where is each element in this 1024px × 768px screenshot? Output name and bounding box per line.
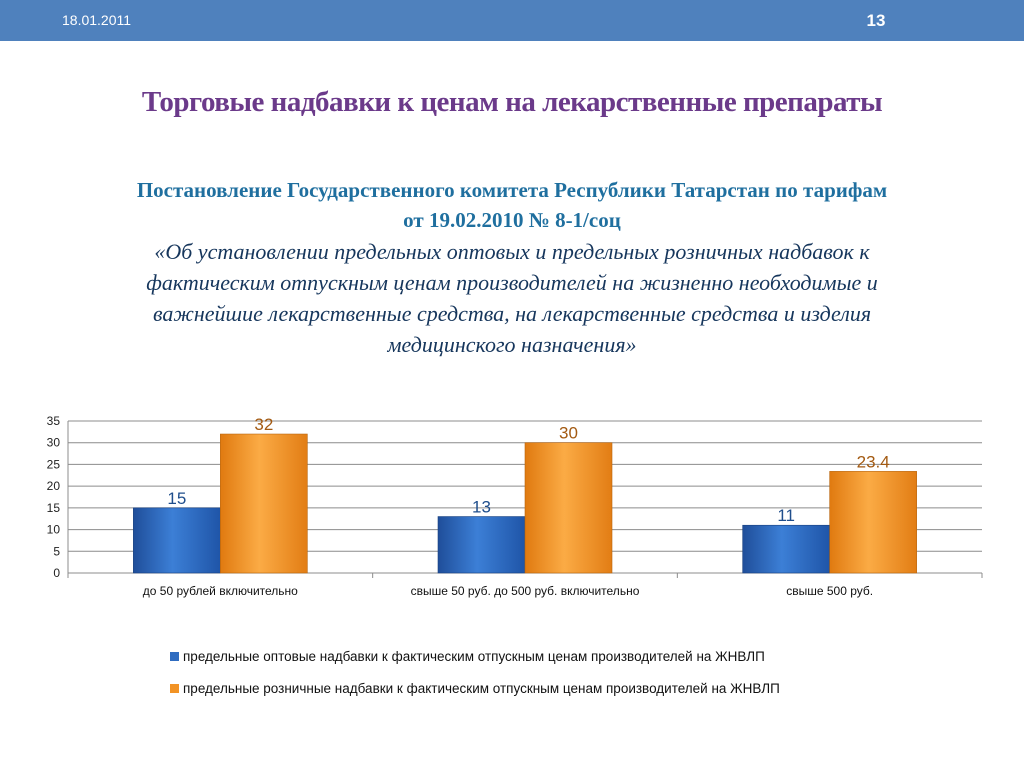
resolution-quote: «Об установлении предельных оптовых и пр… (60, 236, 964, 360)
y-tick-label: 15 (47, 501, 61, 515)
chart-bars (133, 433, 917, 574)
data-label-wholesale-1: 13 (472, 498, 491, 517)
legend-item-wholesale: предельные оптовые надбавки к фактически… (170, 649, 910, 664)
y-tick-label: 30 (47, 436, 61, 450)
resolution-line-1: Постановление Государственного комитета … (136, 178, 888, 202)
data-label-retail-1: 30 (559, 424, 578, 443)
legend-label-wholesale: предельные оптовые надбавки к фактически… (183, 649, 765, 664)
y-tick-label: 25 (47, 457, 61, 471)
y-tick-label: 35 (47, 414, 61, 428)
data-label-retail-0: 32 (254, 415, 273, 434)
data-label-retail-2: 23.4 (857, 452, 890, 471)
slide-date: 18.01.2011 (62, 12, 132, 28)
slide-title: Торговые надбавки к ценам на лекарственн… (141, 86, 883, 118)
page-number: 13 (866, 11, 886, 30)
data-labels: 15 32 13 30 11 23.4 (167, 415, 889, 525)
y-tick-label: 0 (53, 566, 60, 580)
resolution-heading: Постановление Государственного комитета … (30, 175, 994, 235)
legend-swatch-wholesale (170, 652, 179, 661)
bar-wholesale-0 (133, 507, 221, 574)
quote-line-2: фактическим отпускным ценам производител… (146, 270, 878, 295)
y-tick-label: 20 (47, 479, 61, 493)
quote-line-1: «Об установлении предельных оптовых и пр… (154, 239, 870, 264)
legend-swatch-retail (170, 684, 179, 693)
data-label-wholesale-2: 11 (777, 506, 795, 525)
x-category-label-0: до 50 рублей включительно (143, 584, 298, 598)
y-tick-label: 5 (53, 544, 60, 558)
bar-wholesale-2 (742, 524, 830, 574)
header-bar (0, 0, 1024, 41)
markup-bar-chart: 0 5 10 15 20 25 30 35 15 32 13 30 11 23.4 до 50 рубл… (47, 414, 983, 598)
resolution-line-2: от 19.02.2010 № 8-1/соц (403, 208, 621, 232)
y-tick-label: 10 (47, 523, 61, 537)
quote-line-3: важнейшие лекарственные средства, на лек… (152, 301, 872, 326)
legend-item-retail: предельные розничные надбавки к фактичес… (170, 681, 910, 696)
data-label-wholesale-0: 15 (167, 489, 186, 508)
bar-retail-1 (524, 442, 613, 574)
bar-retail-2 (829, 471, 917, 574)
x-category-label-1: свыше 50 руб. до 500 руб. включительно (411, 584, 640, 598)
x-axis-categories: до 50 рублей включительно свыше 50 руб. д… (143, 584, 873, 598)
y-axis-ticks: 0 5 10 15 20 25 30 35 (47, 414, 61, 580)
bar-retail-0 (220, 433, 308, 574)
quote-line-4: медицинского назначения» (387, 332, 637, 357)
legend-label-retail: предельные розничные надбавки к фактичес… (183, 681, 780, 696)
bar-wholesale-1 (437, 516, 526, 574)
x-category-label-2: свыше 500 руб. (786, 584, 873, 598)
